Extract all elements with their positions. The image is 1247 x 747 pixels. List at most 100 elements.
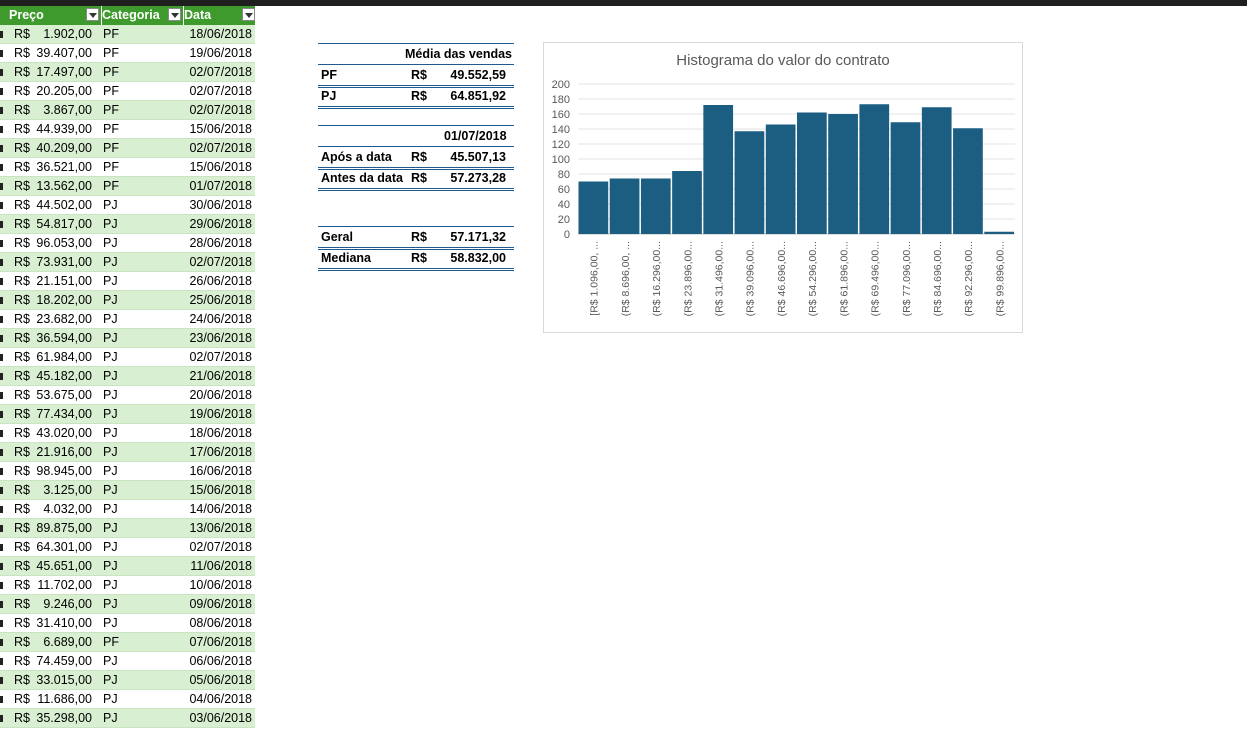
table-row[interactable]: R$ 35.298,00 PJ 03/06/2018 <box>0 709 255 728</box>
cell-date[interactable]: 05/06/2018 <box>189 673 252 687</box>
table-row[interactable]: R$ 1.902,00 PF 18/06/2018 <box>0 25 255 44</box>
cell-category[interactable]: PJ <box>103 274 118 288</box>
cell-category[interactable]: PJ <box>103 521 118 535</box>
cell-date[interactable]: 13/06/2018 <box>189 521 252 535</box>
cell-category[interactable]: PJ <box>103 654 118 668</box>
apos-label[interactable]: Após a data <box>321 150 392 164</box>
cell-currency[interactable]: R$ <box>14 445 30 459</box>
cell-price[interactable]: 40.209,00 <box>36 141 92 155</box>
cell-currency[interactable]: R$ <box>14 388 30 402</box>
cell-date[interactable]: 18/06/2018 <box>189 27 252 41</box>
cell-price[interactable]: 39.407,00 <box>36 46 92 60</box>
cell-category[interactable]: PJ <box>103 217 118 231</box>
cell-price[interactable]: 44.939,00 <box>36 122 92 136</box>
geral-label[interactable]: Geral <box>321 230 353 244</box>
cell-currency[interactable]: R$ <box>14 312 30 326</box>
cell-category[interactable]: PJ <box>103 350 118 364</box>
cell-date[interactable]: 02/07/2018 <box>189 255 252 269</box>
cell-category[interactable]: PJ <box>103 578 118 592</box>
cell-date[interactable]: 02/07/2018 <box>189 141 252 155</box>
table-row[interactable]: R$ 17.497,00 PF 02/07/2018 <box>0 63 255 82</box>
cell-date[interactable]: 04/06/2018 <box>189 692 252 706</box>
geral-value[interactable]: 57.171,32 <box>450 230 506 244</box>
cell-currency[interactable]: R$ <box>14 616 30 630</box>
antes-value[interactable]: 57.273,28 <box>450 171 506 185</box>
table-row[interactable]: R$ 96.053,00 PJ 28/06/2018 <box>0 234 255 253</box>
cell-category[interactable]: PF <box>103 179 119 193</box>
cell-currency[interactable]: R$ <box>14 350 30 364</box>
pj-label[interactable]: PJ <box>321 89 337 103</box>
cell-date[interactable]: 08/06/2018 <box>189 616 252 630</box>
table-row[interactable]: R$ 77.434,00 PJ 19/06/2018 <box>0 405 255 424</box>
cell-date[interactable]: 02/07/2018 <box>189 350 252 364</box>
cell-date[interactable]: 07/06/2018 <box>189 635 252 649</box>
cell-category[interactable]: PJ <box>103 312 118 326</box>
cell-currency[interactable]: R$ <box>14 711 30 725</box>
cell-date[interactable]: 02/07/2018 <box>189 103 252 117</box>
cell-date[interactable]: 25/06/2018 <box>189 293 252 307</box>
cell-price[interactable]: 64.301,00 <box>36 540 92 554</box>
table-row[interactable]: R$ 33.015,00 PJ 05/06/2018 <box>0 671 255 690</box>
table-row[interactable]: R$ 36.594,00 PJ 23/06/2018 <box>0 329 255 348</box>
cell-currency[interactable]: R$ <box>14 426 30 440</box>
antes-currency[interactable]: R$ <box>411 171 427 185</box>
apos-currency[interactable]: R$ <box>411 150 427 164</box>
table-row[interactable]: R$ 3.867,00 PF 02/07/2018 <box>0 101 255 120</box>
cell-date[interactable]: 18/06/2018 <box>189 426 252 440</box>
cell-price[interactable]: 3.867,00 <box>43 103 92 117</box>
header-categoria[interactable]: Categoria <box>99 6 184 25</box>
table-row[interactable]: R$ 53.675,00 PJ 20/06/2018 <box>0 386 255 405</box>
table-row[interactable]: R$ 40.209,00 PF 02/07/2018 <box>0 139 255 158</box>
cell-price[interactable]: 20.205,00 <box>36 84 92 98</box>
cell-currency[interactable]: R$ <box>14 597 30 611</box>
cell-category[interactable]: PJ <box>103 445 118 459</box>
cell-currency[interactable]: R$ <box>14 464 30 478</box>
cell-category[interactable]: PF <box>103 160 119 174</box>
histogram-chart[interactable]: Histograma do valor do contrato 0 20 40 60 8… <box>543 42 1023 333</box>
table-row[interactable]: R$ 20.205,00 PF 02/07/2018 <box>0 82 255 101</box>
cell-category[interactable]: PJ <box>103 407 118 421</box>
cell-category[interactable]: PJ <box>103 388 118 402</box>
cell-price[interactable]: 1.902,00 <box>43 27 92 41</box>
cell-currency[interactable]: R$ <box>14 635 30 649</box>
cell-currency[interactable]: R$ <box>14 673 30 687</box>
table-row[interactable]: R$ 6.689,00 PF 07/06/2018 <box>0 633 255 652</box>
cell-category[interactable]: PJ <box>103 369 118 383</box>
table-row[interactable]: R$ 21.916,00 PJ 17/06/2018 <box>0 443 255 462</box>
cell-currency[interactable]: R$ <box>14 198 30 212</box>
cell-date[interactable]: 02/07/2018 <box>189 84 252 98</box>
cell-price[interactable]: 36.521,00 <box>36 160 92 174</box>
geral-currency[interactable]: R$ <box>411 230 427 244</box>
cell-date[interactable]: 15/06/2018 <box>189 160 252 174</box>
table-row[interactable]: R$ 13.562,00 PF 01/07/2018 <box>0 177 255 196</box>
cell-price[interactable]: 98.945,00 <box>36 464 92 478</box>
cell-currency[interactable]: R$ <box>14 122 30 136</box>
pj-value[interactable]: 64.851,92 <box>450 89 506 103</box>
cell-date[interactable]: 09/06/2018 <box>189 597 252 611</box>
table-row[interactable]: R$ 36.521,00 PF 15/06/2018 <box>0 158 255 177</box>
cell-date[interactable]: 26/06/2018 <box>189 274 252 288</box>
cell-price[interactable]: 73.931,00 <box>36 255 92 269</box>
cell-price[interactable]: 61.984,00 <box>36 350 92 364</box>
cell-currency[interactable]: R$ <box>14 236 30 250</box>
cell-price[interactable]: 43.020,00 <box>36 426 92 440</box>
cell-price[interactable]: 21.916,00 <box>36 445 92 459</box>
table-row[interactable]: R$ 74.459,00 PJ 06/06/2018 <box>0 652 255 671</box>
cell-price[interactable]: 17.497,00 <box>36 65 92 79</box>
cell-currency[interactable]: R$ <box>14 331 30 345</box>
apos-value[interactable]: 45.507,13 <box>450 150 506 164</box>
cell-category[interactable]: PJ <box>103 464 118 478</box>
cell-category[interactable]: PJ <box>103 711 118 725</box>
cell-price[interactable]: 96.053,00 <box>36 236 92 250</box>
filter-dropdown-icon[interactable] <box>242 8 255 21</box>
cell-currency[interactable]: R$ <box>14 578 30 592</box>
table-row[interactable]: R$ 21.151,00 PJ 26/06/2018 <box>0 272 255 291</box>
cell-date[interactable]: 11/06/2018 <box>190 559 252 573</box>
cell-currency[interactable]: R$ <box>14 179 30 193</box>
cell-category[interactable]: PF <box>103 65 119 79</box>
cell-date[interactable]: 23/06/2018 <box>189 331 252 345</box>
table-row[interactable]: R$ 39.407,00 PF 19/06/2018 <box>0 44 255 63</box>
cell-currency[interactable]: R$ <box>14 141 30 155</box>
cell-price[interactable]: 36.594,00 <box>36 331 92 345</box>
cell-currency[interactable]: R$ <box>14 84 30 98</box>
